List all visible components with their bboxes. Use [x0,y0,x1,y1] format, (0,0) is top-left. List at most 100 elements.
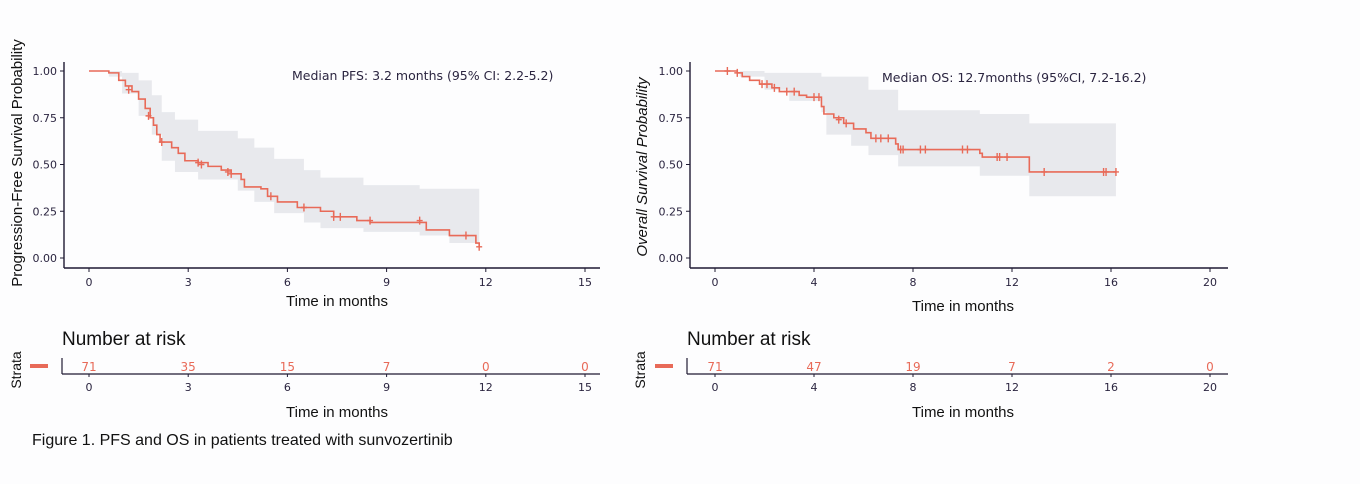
os-risk-count: 19 [905,360,920,374]
pfs-censor-mark [198,160,205,169]
pfs-risk-x-tick-label: 6 [284,381,291,394]
pfs-censor-mark [195,158,202,167]
figure-caption: Figure 1. PFS and OS in patients treated… [32,432,453,449]
pfs-strata-legend-swatch [30,364,48,368]
pfs-risk-count: 7 [383,360,391,374]
pfs-risk-x-tick-label: 0 [86,381,93,394]
pfs-y-tick-label: 0.50 [33,159,58,172]
pfs-censor-mark [228,169,235,178]
pfs-censor-mark [337,212,344,221]
pfs-censor-mark [125,85,132,94]
os-axes: 0.00 0.25 0.50 0.75 1.00 0 4 8 12 16 20 [659,62,1228,289]
os-risk-strata-label: Strata [632,351,648,389]
pfs-risk-count: 0 [581,360,589,374]
os-censor-mark [1004,153,1011,162]
os-risk-table-title: Number at risk [687,329,811,350]
os-censor-mark [1103,167,1110,176]
os-censor-mark [900,145,907,154]
pfs-ci-band [89,71,480,251]
pfs-risk-table: Number at risk Strata Time in months 71 0… [8,329,600,421]
os-y-tick-label: 1.00 [659,65,684,78]
pfs-x-tick-label: 6 [284,276,291,289]
os-censor-mark [815,93,822,102]
pfs-censor-mark [367,216,374,225]
os-ci-band-group [715,71,1116,197]
os-risk-table: Number at risk Strata Time in months 71 0… [632,329,1228,421]
os-censor-mark [724,67,731,75]
os-risk-x-tick-label: 12 [1005,381,1019,394]
pfs-censor-mark [462,231,469,240]
os-censor-mark [734,68,741,77]
pfs-x-tick-label: 3 [185,276,192,289]
os-y-tick-label: 0.75 [659,112,684,125]
pfs-y-tick-label: 0.00 [33,252,58,265]
os-censor-mark [791,87,798,96]
os-censor-mark [996,153,1003,162]
os-censor-mark [1041,167,1048,176]
os-risk-x-tick-label: 20 [1203,381,1217,394]
os-censor-marks [724,67,1119,176]
pfs-risk-strata-label: Strata [8,351,24,389]
pfs-x-axis-title: Time in months [286,293,388,310]
os-curve-group [715,70,1116,173]
os-x-tick-label: 12 [1005,276,1019,289]
pfs-risk-count: 0 [482,360,490,374]
pfs-y-tick-label: 1.00 [33,65,58,78]
os-strata-legend-swatch [655,364,673,368]
pfs-censor-mark [224,167,231,176]
os-y-tick-label: 0.50 [659,159,684,172]
pfs-risk-x-axis-title: Time in months [286,404,388,421]
pfs-axes: 0.00 0.25 0.50 0.75 1.00 0 3 6 9 12 15 [33,62,600,289]
os-x-axis-title: Time in months [912,298,1014,315]
os-panel: 0.000.250.500.751.000 4 8 12 16 20 Median OS:… [632,62,1228,421]
pfs-ci-band-group [89,71,480,251]
pfs-risk-count: 15 [280,360,295,374]
os-survival-curve [715,70,1116,173]
pfs-median-annotation: Median PFS: 3.2 months (95% CI: 2.2-5.2) [292,68,553,83]
os-censor-mark [1112,167,1119,176]
pfs-x-tick-label: 15 [578,276,592,289]
os-x-tick-label: 20 [1203,276,1217,289]
os-risk-x-tick-label: 8 [910,381,917,394]
pfs-censor-mark [416,216,423,225]
os-risk-x-tick-label: 4 [811,381,818,394]
pfs-y-tick-label: 0.25 [33,205,58,218]
os-x-tick-label: 0 [712,276,719,289]
pfs-y-tick-label: 0.75 [33,112,58,125]
os-risk-count: 47 [806,360,821,374]
pfs-censor-mark [476,242,483,251]
os-y-tick-label: 0.00 [659,252,684,265]
os-censor-mark [964,145,971,154]
pfs-curve-group [89,70,480,247]
os-censor-mark [835,115,842,124]
pfs-censor-mark [267,192,274,201]
os-censor-mark [885,134,892,143]
os-y-tick-label: 0.25 [659,205,684,218]
os-censor-mark [763,80,770,89]
os-risk-count: 71 [707,360,722,374]
pfs-risk-count: 35 [181,360,196,374]
os-censor-mark [877,134,884,143]
pfs-x-tick-label: 0 [86,276,93,289]
pfs-survival-curve [89,70,480,247]
os-censor-mark [922,145,929,154]
pfs-risk-count: 71 [81,360,96,374]
os-censor-mark [843,119,850,128]
os-risk-x-tick-label: 16 [1104,381,1118,394]
pfs-risk-table-title: Number at risk [62,329,186,350]
pfs-x-tick-label: 9 [383,276,390,289]
os-median-annotation: Median OS: 12.7months (95%CI, 7.2-16.2) [882,70,1146,85]
pfs-censor-mark [330,212,337,221]
pfs-censor-mark [158,138,165,147]
pfs-risk-x-tick-label: 15 [578,381,592,394]
os-x-tick-label: 4 [811,276,818,289]
os-censor-mark [771,83,778,92]
os-y-axis-title: Overall Survival Probability [634,76,651,257]
os-censor-mark [783,87,790,96]
pfs-y-axis-title: Progression-Free Survival Probability [9,39,26,287]
os-risk-count: 2 [1107,360,1115,374]
os-risk-x-tick-label: 0 [712,381,719,394]
pfs-censor-mark [300,203,307,212]
pfs-risk-x-tick-label: 9 [383,381,390,394]
